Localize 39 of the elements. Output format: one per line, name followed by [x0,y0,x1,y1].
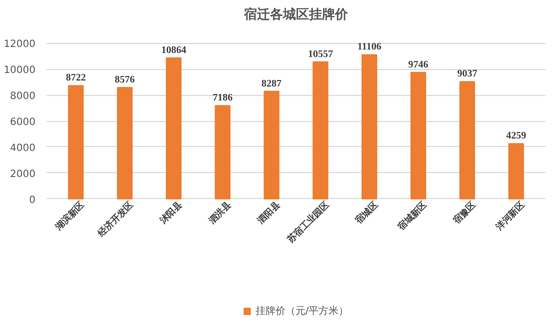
x-tick-label: 沭阳县 [156,199,185,227]
data-label: 10864 [161,44,186,56]
data-label: 4259 [506,130,526,142]
legend-label: 挂牌价（元/平方米） [255,304,349,318]
data-label: 8576 [114,74,135,86]
data-label: 10557 [308,48,333,60]
x-tick-label: 湖滨新区 [52,199,87,234]
y-tick-label: 2000 [10,168,36,180]
x-tick-label: 苏宿工业园区 [284,199,332,246]
y-tick-label: 12000 [4,39,36,50]
bar [116,87,133,200]
data-label: 9037 [457,68,478,80]
bar [68,85,84,200]
bar [166,57,182,200]
data-label: 11106 [357,42,382,53]
bar [362,54,378,200]
bar [264,90,280,200]
bar [312,61,328,200]
y-tick-label: 4000 [10,142,36,154]
y-tick-label: 6000 [10,117,36,128]
x-tick-label: 宿豫区 [450,199,478,227]
data-label: 9746 [408,59,428,70]
x-tick-label: 宿城新区 [395,199,430,234]
y-tick-label: 0 [29,194,36,206]
x-tick-label: 泗阳县 [254,199,282,227]
y-tick-label: 10000 [4,65,36,76]
data-label: 7186 [212,92,233,104]
x-tick-label: 洋河新区 [493,199,528,234]
y-tick-label: 8000 [10,91,36,102]
bar [459,81,476,200]
chart-title: 宿迁各城区挂牌价 [243,6,349,22]
bar [214,105,230,200]
bar [508,143,524,200]
data-label: 8722 [66,72,86,84]
data-label: 8287 [262,78,282,90]
x-tick-label: 经济开发区 [95,199,136,240]
x-tick-label: 宿城区 [352,199,380,227]
x-tick-label: 泗洪县 [206,199,234,227]
bar [410,72,426,200]
